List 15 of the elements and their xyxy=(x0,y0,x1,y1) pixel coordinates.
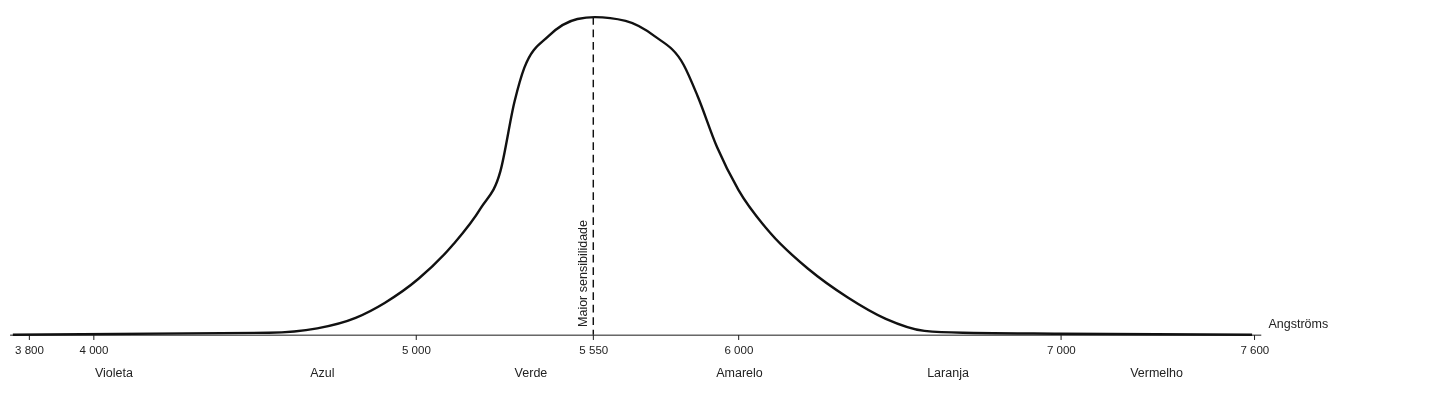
text: Azul xyxy=(310,366,335,381)
x-tick-label: 7 600 xyxy=(1240,344,1270,357)
x-tick-label: 6 000 xyxy=(724,344,754,357)
text: Laranja xyxy=(927,366,969,381)
x-tick-label: 7 000 xyxy=(1046,344,1076,357)
text: Amarelo xyxy=(716,366,763,381)
text: Verde xyxy=(514,366,548,381)
ref-line-label: Maior sensibilidade xyxy=(575,219,590,327)
x-tick-label: 5 550 xyxy=(579,344,609,357)
text: Vermelho xyxy=(1130,366,1183,381)
x-tick-label: 5 000 xyxy=(401,344,431,357)
x-tick-label: 4 000 xyxy=(79,344,109,357)
x-axis-title: Angströms xyxy=(1268,316,1329,331)
text: Violeta xyxy=(94,366,133,381)
x-tick-label: 3 800 xyxy=(15,344,44,357)
